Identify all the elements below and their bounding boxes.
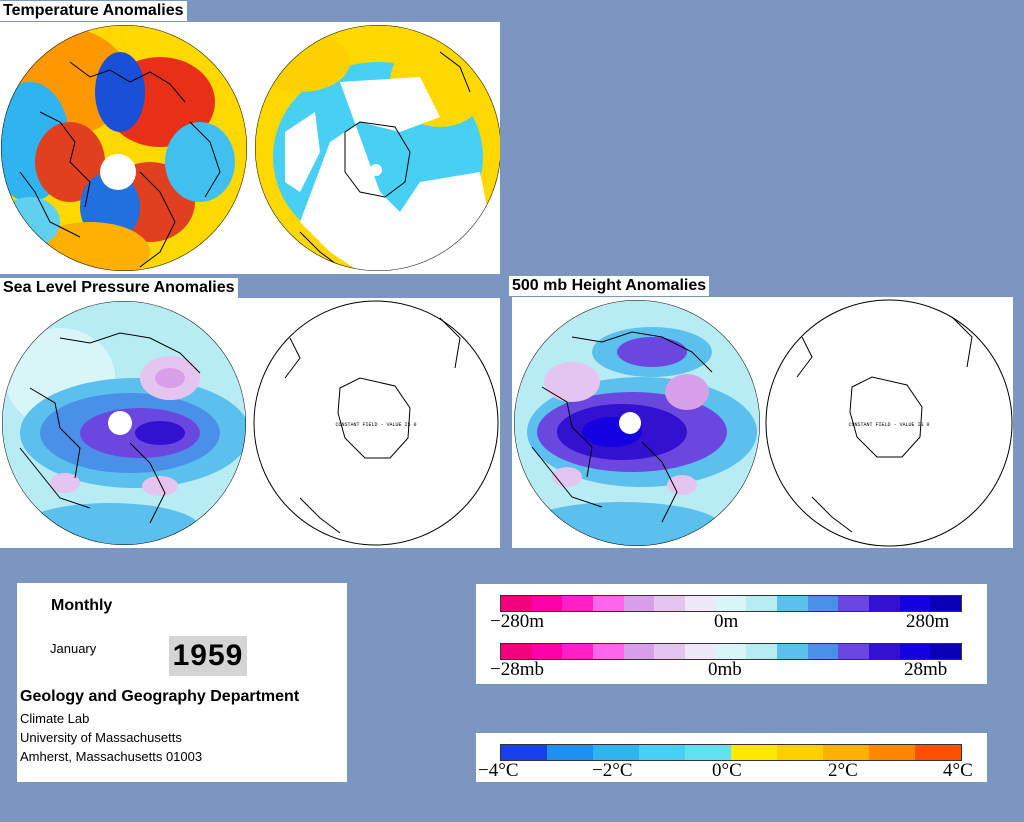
pressure-colorbar-swatch (531, 644, 563, 659)
pressure-colorbar-swatch (869, 644, 900, 659)
slp-map-south: CONSTANT FIELD - VALUE IS 0 (253, 300, 499, 546)
temperature-label-1: −2°C (592, 760, 633, 781)
temperature-label-0: −4°C (478, 760, 519, 781)
temperature-title: Temperature Anomalies (0, 1, 187, 21)
height-map-south: CONSTANT FIELD - VALUE IS 0 (765, 299, 1013, 547)
temperature-colorbar-swatch (685, 745, 731, 760)
height-panel: CONSTANT FIELD - VALUE IS 0 (512, 297, 1013, 548)
pressure-colorbar-swatch (685, 644, 716, 659)
height-colorbar (500, 595, 962, 612)
pressure-colorbar-swatch (593, 644, 624, 659)
temperature-colorbar-swatch (777, 745, 823, 760)
height-colorbar-swatch (593, 596, 624, 611)
height-colorbar-swatch (501, 596, 532, 611)
temperature-colorbar-swatch (593, 745, 639, 760)
month-label: January (50, 641, 97, 656)
temperature-colorbar-swatch (547, 745, 593, 760)
height-colorbar-swatch (746, 596, 778, 611)
height-colorbar-swatch (654, 596, 686, 611)
pressure-colorbar-swatch (654, 644, 686, 659)
period-label: Monthly (51, 597, 113, 614)
height-max-label: 280m (906, 611, 950, 632)
temperature-label-4: 4°C (943, 760, 973, 781)
pressure-mid-label: 0mb (708, 659, 742, 680)
pressure-colorbar-swatch (746, 644, 778, 659)
pressure-colorbar-swatch (838, 644, 870, 659)
temperature-map-south (255, 25, 500, 271)
height-colorbar-swatch (807, 596, 839, 611)
address-label: Amherst, Massachusetts 01003 (20, 749, 203, 764)
temperature-colorbar-swatch (731, 745, 777, 760)
year-label: 1959 (169, 636, 247, 676)
temperature-colorbar-swatch (915, 745, 961, 760)
temperature-colorbar-swatch (639, 745, 685, 760)
temperature-panel (0, 22, 500, 274)
temperature-label-3: 2°C (828, 760, 858, 781)
pressure-colorbar-swatch (623, 644, 655, 659)
pressure-max-label: 28mb (904, 659, 948, 680)
temperature-legend: −4°C −2°C 0°C 2°C 4°C (476, 733, 987, 782)
slp-constant-field-label: CONSTANT FIELD - VALUE IS 0 (335, 422, 416, 428)
height-colorbar-swatch (869, 596, 900, 611)
height-colorbar-swatch (899, 596, 931, 611)
pressure-colorbar-swatch (562, 644, 594, 659)
height-colorbar-swatch (623, 596, 655, 611)
pressure-colorbar-swatch (899, 644, 931, 659)
height-title: 500 mb Height Anomalies (509, 276, 710, 296)
pressure-min-label: −28mb (490, 659, 544, 680)
pressure-colorbar-swatch (501, 644, 532, 659)
temperature-label-2: 0°C (712, 760, 742, 781)
info-box: Monthly January 1959 Geology and Geograp… (17, 583, 347, 782)
pressure-colorbar-swatch (715, 644, 747, 659)
department-label: Geology and Geography Department (20, 688, 300, 705)
height-constant-field-label: CONSTANT FIELD - VALUE IS 0 (848, 422, 929, 428)
slp-title: Sea Level Pressure Anomalies (0, 278, 238, 298)
pressure-colorbar-swatch (807, 644, 839, 659)
height-colorbar-swatch (838, 596, 870, 611)
pressure-height-legend: −280m 0m 280m −28mb 0mb 28mb (476, 584, 987, 684)
height-map-north (514, 300, 760, 546)
lab-label: Climate Lab (20, 711, 90, 726)
pressure-colorbar (500, 643, 962, 660)
pressure-colorbar-swatch (777, 644, 808, 659)
temperature-colorbar-swatch (823, 745, 869, 760)
temperature-colorbar-swatch (869, 745, 915, 760)
slp-map-north (2, 301, 246, 545)
height-colorbar-swatch (777, 596, 808, 611)
height-colorbar-swatch (685, 596, 716, 611)
temperature-map-north (1, 25, 247, 271)
temperature-colorbar (500, 744, 962, 761)
height-colorbar-swatch (562, 596, 594, 611)
slp-panel: CONSTANT FIELD - VALUE IS 0 (0, 298, 500, 548)
height-colorbar-swatch (930, 596, 962, 611)
height-colorbar-swatch (715, 596, 747, 611)
university-label: University of Massachusetts (20, 730, 182, 745)
height-colorbar-swatch (531, 596, 563, 611)
height-mid-label: 0m (714, 611, 739, 632)
pressure-colorbar-swatch (930, 644, 962, 659)
height-min-label: −280m (490, 611, 544, 632)
temperature-colorbar-swatch (501, 745, 547, 760)
